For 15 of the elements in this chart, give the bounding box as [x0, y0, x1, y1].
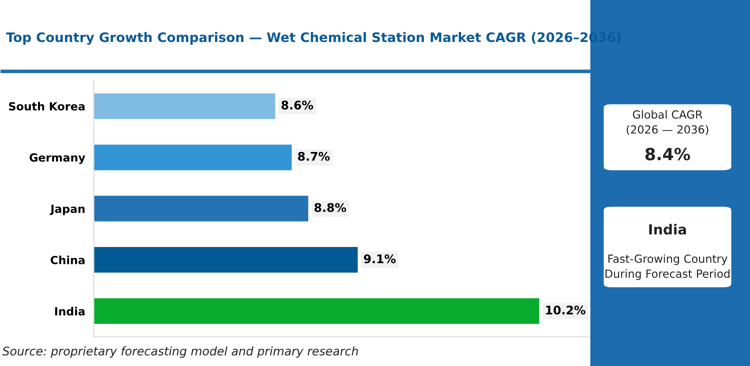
y-tick-label: China [50, 256, 85, 264]
data-label: 8.6% [282, 100, 314, 110]
y-tick-label: Germany [30, 153, 86, 164]
data-label: 9.1% [364, 254, 396, 264]
data-label: 8.7% [298, 152, 330, 161]
text: Fast-Growing Country During Forecast Period [606, 254, 730, 280]
y-tick-label: Japan [50, 204, 85, 216]
text: 8.4% [645, 148, 690, 160]
y-tick-label: South Korea [9, 102, 85, 111]
data-label: 10.2% [546, 306, 586, 315]
y-tick-label: India [55, 306, 85, 316]
text: India [649, 224, 686, 235]
source-note: Source: proprietary forecasting model and primary research [2, 346, 358, 358]
text: Global CAGR (2026 — 2036) [626, 110, 708, 135]
data-label: 8.8% [314, 203, 346, 212]
